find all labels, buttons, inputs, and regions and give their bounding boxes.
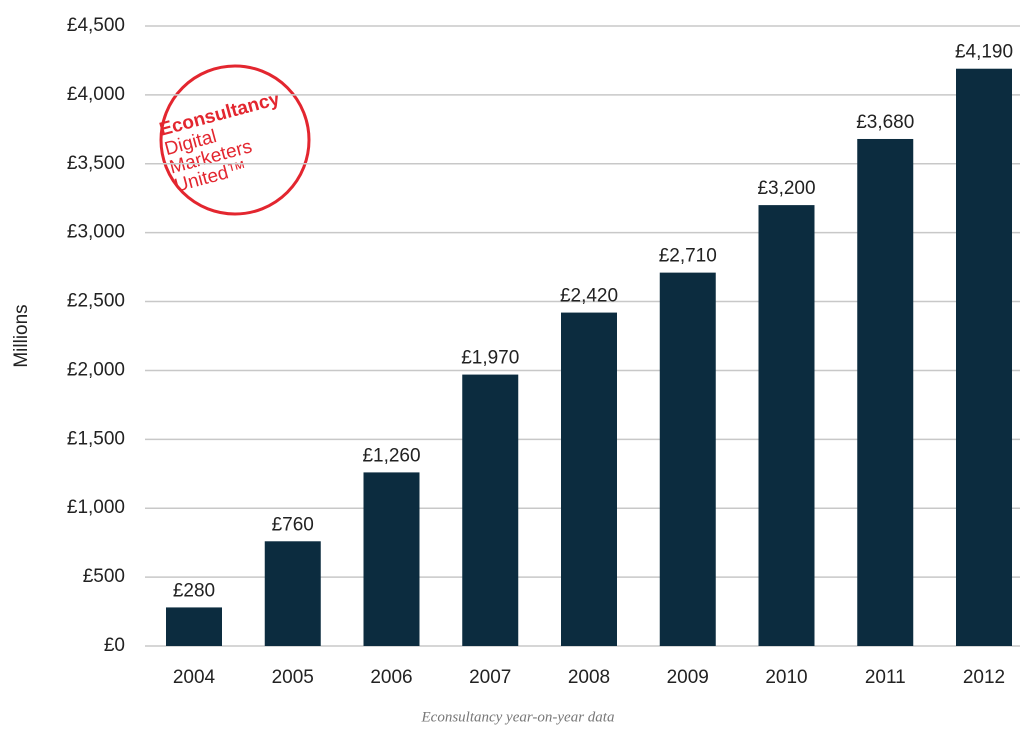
value-label: £760 xyxy=(272,514,314,535)
x-tick-label: 2004 xyxy=(173,667,216,688)
x-tick-label: 2005 xyxy=(272,667,314,688)
bar xyxy=(462,374,519,646)
y-axis-label: Millions xyxy=(11,304,32,367)
y-tick-label: £3,000 xyxy=(67,222,125,243)
value-label: £1,970 xyxy=(461,348,519,369)
y-tick-label: £4,500 xyxy=(67,15,125,36)
y-tick-label: £2,500 xyxy=(67,291,125,312)
x-tick-label: 2012 xyxy=(963,667,1005,688)
logo-circle xyxy=(159,64,311,216)
y-tick-label: £1,500 xyxy=(67,428,125,449)
value-label: £3,200 xyxy=(757,178,815,199)
y-tick-label: £1,000 xyxy=(67,497,125,518)
x-tick-label: 2007 xyxy=(469,667,511,688)
bar xyxy=(857,138,914,646)
bar xyxy=(659,272,716,646)
y-tick-label: £500 xyxy=(83,566,125,587)
value-label: £1,260 xyxy=(362,445,420,466)
bar xyxy=(956,68,1012,646)
x-tick-label: 2009 xyxy=(667,667,709,688)
value-label: £2,710 xyxy=(659,246,717,267)
logo: Econsultancy Digital Marketers United™ xyxy=(157,64,311,216)
y-tick-label: £0 xyxy=(104,635,125,656)
bar xyxy=(758,205,815,646)
x-tick-label: 2010 xyxy=(765,667,807,688)
x-tick-label: 2011 xyxy=(865,667,906,688)
y-tick-label: £2,000 xyxy=(67,359,125,380)
y-tick-label: £3,500 xyxy=(67,153,125,174)
value-label: £4,190 xyxy=(955,42,1013,63)
bar xyxy=(561,312,617,646)
bar xyxy=(264,541,321,646)
x-tick-label: 2006 xyxy=(370,667,412,688)
x-tick-label: 2008 xyxy=(568,667,610,688)
bar xyxy=(166,607,222,646)
value-label: £3,680 xyxy=(856,112,914,133)
value-label: £2,420 xyxy=(560,286,618,307)
y-tick-label: £4,000 xyxy=(67,84,125,105)
caption: Econsultancy year-on-year data xyxy=(421,709,615,725)
value-label: £280 xyxy=(173,580,215,601)
bar xyxy=(363,472,420,646)
